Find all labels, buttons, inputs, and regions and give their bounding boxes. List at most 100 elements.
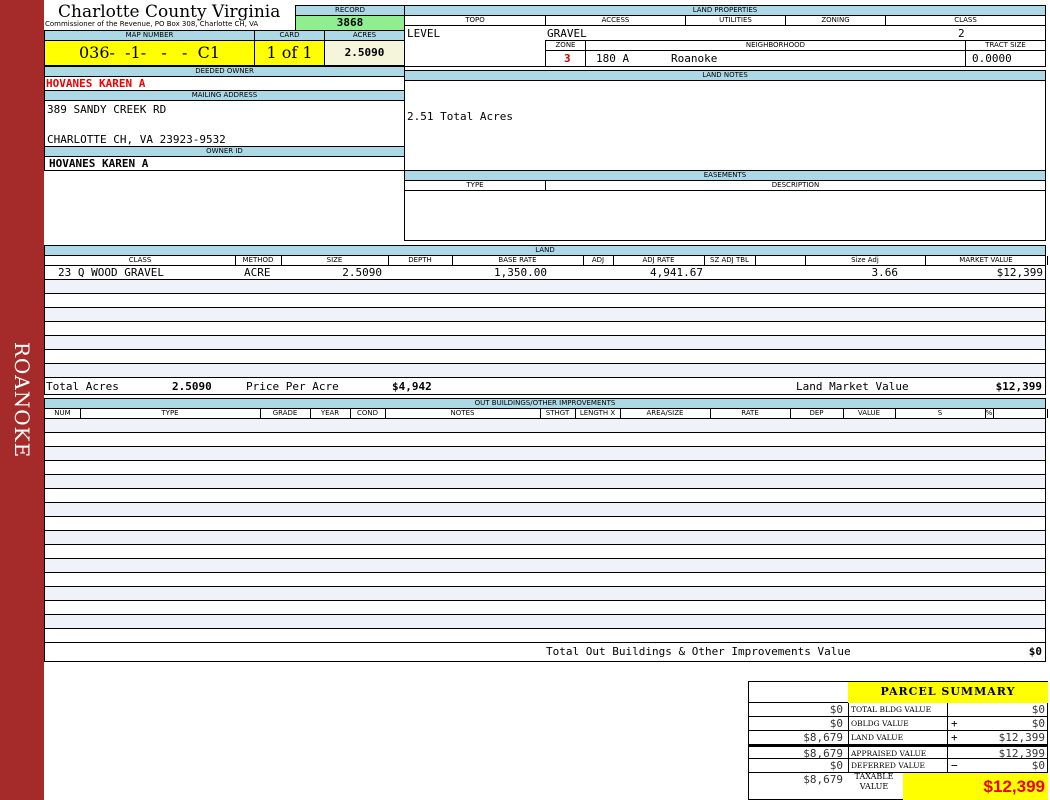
summary-row: $0 OBLDG VALUE + $0 xyxy=(749,717,1047,731)
land-row xyxy=(44,364,1046,378)
outbuildings-header-col-10: DEP xyxy=(790,409,844,418)
access-label: ACCESS xyxy=(545,15,686,26)
tract-divider xyxy=(965,50,966,67)
land-header-col-9: Size Adj xyxy=(805,256,926,265)
price-per-acre: $4,942 xyxy=(392,380,432,393)
easement-description-label: DESCRIPTION xyxy=(545,180,1046,191)
outbuilding-row xyxy=(44,489,1046,503)
zone-divider xyxy=(585,50,586,67)
map-number: 036- -1- - - C1 xyxy=(44,40,255,66)
outbuildings-box xyxy=(44,408,1046,662)
land-header-col-4: BASE RATE xyxy=(452,256,584,265)
outbuildings-header-col-1: TYPE xyxy=(80,409,261,418)
land-cell: 1,350.00 xyxy=(494,266,547,279)
outbuildings-header-col-5: NOTES xyxy=(385,409,541,418)
land-market-value: $12,399 xyxy=(995,380,1042,393)
outbuildings-total-label: Total Out Buildings & Other Improvements… xyxy=(546,645,851,658)
outbuildings-header-col-6: STHGT xyxy=(540,409,576,418)
parcel-summary: PARCEL SUMMARY $0 TOTAL BLDG VALUE $0 $0… xyxy=(748,681,1048,800)
land-header-col-7: SZ ADJ TBL xyxy=(704,256,756,265)
county-title: Charlotte County Virginia xyxy=(58,2,281,22)
summary-value: $12,399 xyxy=(947,731,1047,745)
land-row: 23 Q WOOD GRAVEL ACRE 2.5090 1,350.00 4,941.… xyxy=(44,266,1046,280)
class-label: CLASS xyxy=(885,15,1046,26)
summary-label: TOTAL BLDG VALUE xyxy=(848,703,948,717)
land-cell: ACRE xyxy=(244,266,271,279)
land-header-col-0: CLASS xyxy=(45,256,236,265)
zone-row xyxy=(545,50,1046,67)
outbuilding-row xyxy=(44,447,1046,461)
outbuildings-header-col-0: NUM xyxy=(45,409,81,418)
summary-row: $0 DEFERRED VALUE − $0 xyxy=(749,759,1047,773)
easement-type-label: TYPE xyxy=(404,180,546,191)
summary-value: $12,399 xyxy=(947,747,1047,761)
class-value: 2 xyxy=(958,27,965,40)
outbuildings-header-col-2: GRADE xyxy=(260,409,311,418)
summary-title: PARCEL SUMMARY xyxy=(848,682,1048,703)
summary-row: $0 TOTAL BLDG VALUE $0 xyxy=(749,703,1047,717)
address-line-2: CHARLOTTE CH, VA 23923-9532 xyxy=(47,133,226,146)
summary-value: $0 xyxy=(947,759,1047,773)
summary-operator: + xyxy=(951,717,958,730)
outbuilding-row xyxy=(44,559,1046,573)
outbuilding-row xyxy=(44,503,1046,517)
summary-label: APPRAISED VALUE xyxy=(848,747,948,761)
outbuilding-row xyxy=(44,433,1046,447)
outbuildings-header-col-3: YEAR xyxy=(310,409,351,418)
summary-label: OBLDG VALUE xyxy=(848,717,948,731)
taxable-label: TAXABLE VALUE xyxy=(854,772,894,791)
summary-label: DEFERRED VALUE xyxy=(848,759,948,773)
outbuildings-header-col-11: VALUE xyxy=(843,409,896,418)
taxable-left: $8,679 xyxy=(803,773,843,786)
address-line-1: 389 SANDY CREEK RD xyxy=(47,103,167,116)
land-cell: 23 Q WOOD GRAVEL xyxy=(58,266,164,279)
outbuilding-row xyxy=(44,629,1046,643)
outbuildings-header-col-12: S xyxy=(895,409,986,418)
outbuildings-header-col-8: AREA/SIZE xyxy=(620,409,711,418)
land-header-col-1: METHOD xyxy=(235,256,282,265)
summary-row: $8,679 LAND VALUE + $12,399 xyxy=(749,731,1047,745)
tract-size-value: 0.0000 xyxy=(972,52,1012,65)
county-subtitle: Commissioner of the Revenue, PO Box 308,… xyxy=(45,20,259,28)
land-row xyxy=(44,294,1046,308)
total-acres-label: Total Acres xyxy=(46,380,119,393)
neighborhood-name: Roanoke xyxy=(671,52,718,65)
summary-operator: − xyxy=(951,759,958,772)
land-notes-text: 2.51 Total Acres xyxy=(407,110,513,123)
land-header-col-3: DEPTH xyxy=(388,256,453,265)
owner-box-border xyxy=(44,66,405,171)
summary-left-value: $8,679 xyxy=(803,747,843,760)
outbuilding-row xyxy=(44,517,1046,531)
summary-value: $0 xyxy=(947,703,1047,717)
summary-left-value: $0 xyxy=(829,703,843,716)
land-row xyxy=(44,280,1046,294)
deeded-owner: HOVANES KAREN A xyxy=(46,77,146,90)
outbuilding-row xyxy=(44,615,1046,629)
land-header-col-6: ADJ RATE xyxy=(613,256,705,265)
land-market-value-label: Land Market Value xyxy=(796,380,909,393)
topo-label: TOPO xyxy=(404,15,546,26)
summary-left-value: $8,679 xyxy=(803,731,843,744)
outbuilding-row xyxy=(44,461,1046,475)
outbuilding-row xyxy=(44,531,1046,545)
land-header-col-2: SIZE xyxy=(281,256,389,265)
sidebar: ROANOKE xyxy=(0,0,44,800)
outbuilding-row xyxy=(44,573,1046,587)
outbuilding-row xyxy=(44,545,1046,559)
outbuilding-row xyxy=(44,419,1046,433)
summary-operator: + xyxy=(951,731,958,744)
outbuildings-header-col-9: RATE xyxy=(710,409,791,418)
summary-left-value: $0 xyxy=(829,759,843,772)
neighborhood-code: 180 A xyxy=(596,52,630,65)
outbuilding-row xyxy=(44,601,1046,615)
summary-left-value: $0 xyxy=(829,717,843,730)
outbuilding-row xyxy=(44,475,1046,489)
land-row xyxy=(44,350,1046,364)
price-per-acre-label: Price Per Acre xyxy=(246,380,339,393)
land-row xyxy=(44,322,1046,336)
summary-label: LAND VALUE xyxy=(848,731,948,745)
land-header-col-10: MARKET VALUE xyxy=(925,256,1048,265)
record-value: 3868 xyxy=(295,15,405,31)
outbuildings-total: $0 xyxy=(1028,645,1042,658)
outbuildings-header-col-14 xyxy=(993,409,1048,418)
